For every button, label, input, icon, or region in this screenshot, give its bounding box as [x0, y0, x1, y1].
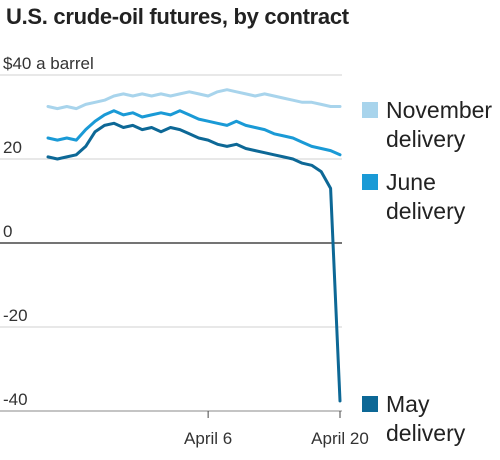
- series-lines: [46, 88, 342, 403]
- legend-swatch-may: [362, 396, 378, 412]
- x-tick-label: April 20: [311, 429, 369, 448]
- legend-label-may: May delivery: [386, 391, 466, 446]
- series-line-june: [46, 109, 342, 157]
- x-axis-labels: April 6 April 20: [184, 429, 369, 448]
- x-axis: [0, 410, 342, 418]
- legend: November delivery June delivery May delivery: [362, 97, 492, 446]
- legend-swatch-june: [362, 174, 378, 190]
- legend-label-june: June delivery: [386, 169, 466, 224]
- legend-label-november: November delivery: [386, 97, 492, 152]
- y-tick-label: -40: [3, 390, 28, 409]
- legend-swatch-november: [362, 102, 378, 118]
- chart-title: U.S. crude-oil futures, by contract: [6, 4, 349, 29]
- gridlines: [0, 74, 342, 412]
- series-line-may: [46, 121, 342, 403]
- series-line-november: [46, 88, 342, 111]
- y-tick-label: 20: [3, 138, 22, 157]
- y-tick-label: 0: [3, 222, 12, 241]
- x-tick-label: April 6: [184, 429, 232, 448]
- y-axis-labels: $40 a barrel 20 0 -20 -40: [3, 54, 94, 409]
- y-tick-label: -20: [3, 306, 28, 325]
- y-tick-label: $40 a barrel: [3, 54, 94, 73]
